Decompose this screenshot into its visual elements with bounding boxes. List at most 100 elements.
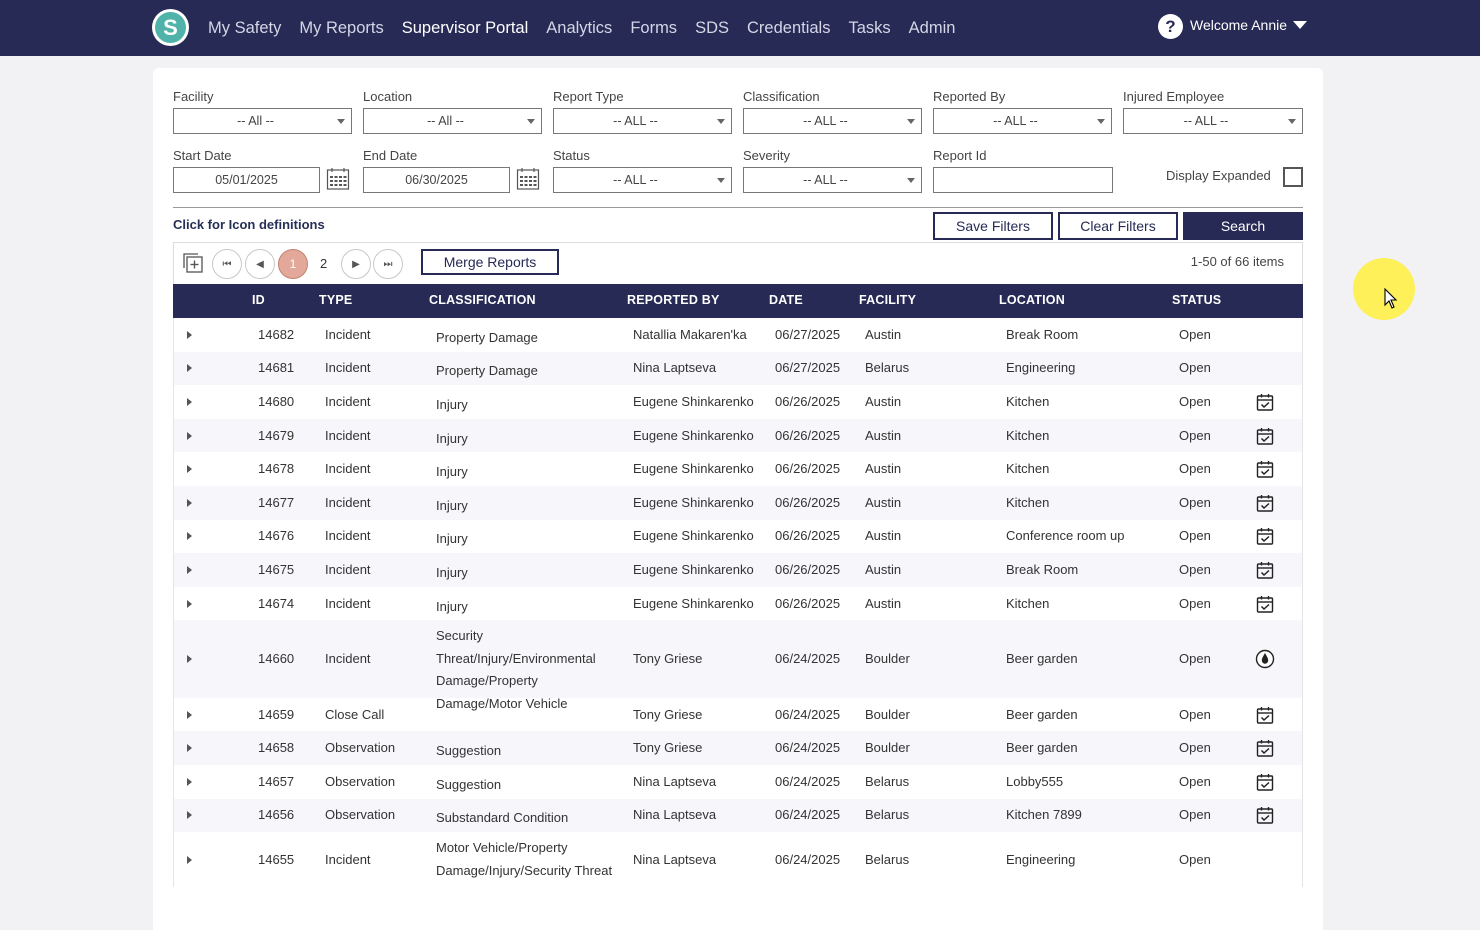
location-select[interactable]: -- All -- — [363, 108, 542, 134]
cell-id[interactable]: 14657 — [258, 773, 295, 789]
classification-select[interactable]: -- ALL -- — [743, 108, 922, 134]
expand-row-icon[interactable] — [187, 330, 192, 339]
expand-row-icon[interactable] — [187, 431, 192, 440]
calendar-check-icon[interactable] — [1255, 392, 1275, 412]
next-page-button[interactable]: ▶ — [341, 249, 371, 279]
cell-id[interactable]: 14678 — [258, 461, 295, 477]
calendar-check-icon[interactable] — [1255, 526, 1275, 546]
calendar-icon[interactable] — [516, 167, 540, 191]
prev-page-button[interactable]: ◀ — [245, 249, 275, 279]
cell-id[interactable]: 14676 — [258, 528, 295, 544]
table-row[interactable]: 14656 Observation Substandard Condition Nin… — [174, 798, 1302, 833]
header-reported-by[interactable]: REPORTED BY — [627, 293, 720, 307]
header-date[interactable]: DATE — [769, 293, 803, 307]
header-location[interactable]: LOCATION — [999, 293, 1065, 307]
report-type-select[interactable]: -- ALL -- — [553, 108, 732, 134]
header-facility[interactable]: FACILITY — [859, 293, 917, 307]
table-row[interactable]: 14660 Incident Security Threat/Injury/Envi… — [174, 620, 1302, 711]
expand-row-icon[interactable] — [187, 744, 192, 753]
nav-item-forms[interactable]: Forms — [630, 18, 678, 37]
table-row[interactable]: 14679 Incident Injury Eugene Shinkarenko 06/… — [174, 418, 1302, 453]
table-row[interactable]: 14675 Incident Injury Eugene Shinkarenko 06/… — [174, 553, 1302, 587]
help-icon[interactable]: ? — [1158, 14, 1183, 39]
table-row[interactable]: 14681 Incident Property Damage Nina Laptsev… — [174, 351, 1302, 386]
end-date-input[interactable]: 06/30/2025 — [363, 167, 510, 193]
expand-all-icon[interactable] — [182, 252, 204, 274]
cell-id[interactable]: 14677 — [258, 494, 295, 510]
nav-item-supervisor-portal[interactable]: Supervisor Portal — [401, 18, 529, 37]
calendar-check-icon[interactable] — [1255, 738, 1275, 758]
nav-item-admin[interactable]: Admin — [908, 18, 956, 37]
search-button[interactable]: Search — [1183, 212, 1303, 240]
cell-id[interactable]: 14680 — [258, 393, 295, 409]
expand-row-icon[interactable] — [187, 599, 192, 608]
expand-row-icon[interactable] — [187, 565, 192, 574]
cell-id[interactable]: 14658 — [258, 740, 295, 756]
nav-item-my-safety[interactable]: My Safety — [208, 18, 282, 37]
page-1-button[interactable]: 1 — [278, 249, 308, 279]
header-status[interactable]: STATUS — [1172, 293, 1222, 307]
app-logo[interactable]: S — [152, 9, 189, 46]
calendar-check-icon[interactable] — [1255, 426, 1275, 446]
cell-id[interactable]: 14675 — [258, 561, 295, 577]
severity-select[interactable]: -- ALL -- — [743, 167, 922, 193]
header-type[interactable]: TYPE — [319, 293, 353, 307]
page-2-button[interactable]: 2 — [320, 256, 328, 271]
table-row[interactable]: 14658 Observation Suggestion Tony Griese 06/… — [174, 731, 1302, 766]
calendar-icon[interactable] — [326, 167, 350, 191]
icon-definitions-link[interactable]: Click for Icon definitions — [173, 217, 325, 232]
header-classification[interactable]: CLASSIFICATION — [429, 293, 536, 307]
status-select[interactable]: -- ALL -- — [553, 167, 732, 193]
table-row[interactable]: 14680 Incident Injury Eugene Shinkarenko 06/… — [174, 385, 1302, 419]
cell-id[interactable]: 14682 — [258, 326, 295, 342]
cell-id[interactable]: 14655 — [258, 851, 295, 867]
cell-id[interactable]: 14656 — [258, 807, 295, 823]
nav-item-analytics[interactable]: Analytics — [546, 18, 613, 37]
expand-row-icon[interactable] — [187, 811, 192, 820]
table-row[interactable]: 14657 Observation Suggestion Nina Laptseva 0… — [174, 765, 1302, 799]
cell-id[interactable]: 14679 — [258, 427, 295, 443]
report-id-input[interactable] — [933, 167, 1113, 193]
expand-row-icon[interactable] — [187, 364, 192, 373]
start-date-input[interactable]: 05/01/2025 — [173, 167, 320, 193]
injured-employee-select[interactable]: -- ALL -- — [1123, 108, 1303, 134]
table-row[interactable]: 14678 Incident Injury Eugene Shinkarenko 06/… — [174, 452, 1302, 486]
calendar-check-icon[interactable] — [1255, 594, 1275, 614]
expand-row-icon[interactable] — [187, 498, 192, 507]
cell-id[interactable]: 14659 — [258, 706, 295, 722]
last-page-button[interactable]: ⏭ — [373, 249, 403, 279]
cell-id[interactable]: 14660 — [258, 651, 295, 667]
display-expanded-checkbox[interactable] — [1283, 167, 1303, 187]
nav-item-tasks[interactable]: Tasks — [848, 18, 891, 37]
welcome-user[interactable]: Welcome Annie — [1190, 17, 1288, 33]
expand-row-icon[interactable] — [187, 655, 192, 664]
table-row[interactable]: 14674 Incident Injury Eugene Shinkarenko 06/… — [174, 587, 1302, 621]
calendar-check-icon[interactable] — [1255, 459, 1275, 479]
nav-item-credentials[interactable]: Credentials — [747, 18, 831, 37]
merge-reports-button[interactable]: Merge Reports — [421, 249, 559, 275]
expand-row-icon[interactable] — [187, 777, 192, 786]
nav-item-my-reports[interactable]: My Reports — [299, 18, 384, 37]
reported-by-select[interactable]: -- ALL -- — [933, 108, 1112, 134]
calendar-check-icon[interactable] — [1255, 772, 1275, 792]
nav-item-sds[interactable]: SDS — [695, 18, 729, 37]
calendar-check-icon[interactable] — [1255, 805, 1275, 825]
table-row[interactable]: 14655 Incident Motor Vehicle/Property Dama… — [174, 832, 1302, 887]
save-filters-button[interactable]: Save Filters — [933, 212, 1053, 240]
table-row[interactable]: 14682 Incident Property Damage Natallia Mak… — [174, 318, 1302, 352]
table-row[interactable]: 14677 Incident Injury Eugene Shinkarenko 06/… — [174, 485, 1302, 520]
clear-filters-button[interactable]: Clear Filters — [1058, 212, 1178, 240]
calendar-check-icon[interactable] — [1255, 560, 1275, 580]
expand-row-icon[interactable] — [187, 532, 192, 541]
expand-row-icon[interactable] — [187, 710, 192, 719]
calendar-check-icon[interactable] — [1255, 705, 1275, 725]
table-row[interactable]: 14676 Incident Injury Eugene Shinkarenko 06/… — [174, 520, 1302, 554]
table-row[interactable]: 14659 Close Call Tony Griese 06/24/2025 Boul… — [174, 698, 1302, 732]
expand-row-icon[interactable] — [187, 397, 192, 406]
water-drop-icon[interactable] — [1255, 649, 1275, 669]
cell-id[interactable]: 14681 — [258, 360, 295, 376]
calendar-check-icon[interactable] — [1255, 493, 1275, 513]
expand-row-icon[interactable] — [187, 855, 192, 864]
expand-row-icon[interactable] — [187, 465, 192, 474]
facility-select[interactable]: -- All -- — [173, 108, 352, 134]
